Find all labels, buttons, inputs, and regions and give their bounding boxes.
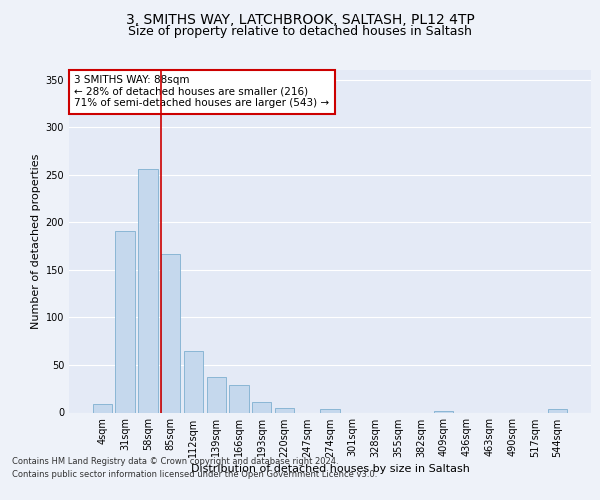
Text: Contains HM Land Registry data © Crown copyright and database right 2024.: Contains HM Land Registry data © Crown c…: [12, 458, 338, 466]
Bar: [275, 408, 294, 412]
Bar: [93, 404, 112, 412]
Text: Size of property relative to detached houses in Saltash: Size of property relative to detached ho…: [128, 25, 472, 38]
Bar: [548, 408, 567, 412]
Bar: [138, 169, 158, 412]
Text: 3, SMITHS WAY, LATCHBROOK, SALTASH, PL12 4TP: 3, SMITHS WAY, LATCHBROOK, SALTASH, PL12…: [125, 12, 475, 26]
X-axis label: Distribution of detached houses by size in Saltash: Distribution of detached houses by size …: [191, 464, 469, 473]
Bar: [229, 385, 248, 412]
Y-axis label: Number of detached properties: Number of detached properties: [31, 154, 41, 329]
Text: 3 SMITHS WAY: 88sqm
← 28% of detached houses are smaller (216)
71% of semi-detac: 3 SMITHS WAY: 88sqm ← 28% of detached ho…: [74, 75, 329, 108]
Bar: [161, 254, 181, 412]
Bar: [206, 378, 226, 412]
Bar: [115, 231, 135, 412]
Text: Contains public sector information licensed under the Open Government Licence v3: Contains public sector information licen…: [12, 470, 377, 479]
Bar: [434, 410, 454, 412]
Bar: [320, 408, 340, 412]
Bar: [184, 350, 203, 412]
Bar: [252, 402, 271, 412]
